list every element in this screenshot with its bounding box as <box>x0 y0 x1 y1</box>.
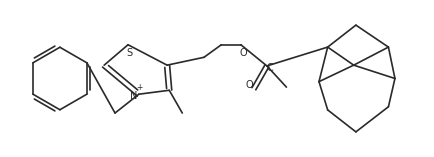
Text: +: + <box>137 83 143 92</box>
Text: C: C <box>266 63 273 73</box>
Text: N: N <box>130 91 138 101</box>
Text: O: O <box>245 80 253 90</box>
Text: O: O <box>239 48 247 58</box>
Text: S: S <box>126 48 132 58</box>
